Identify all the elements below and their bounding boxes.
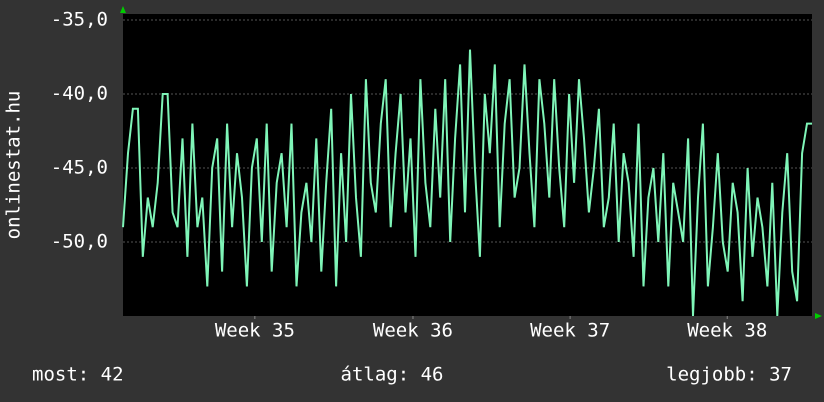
current-value: most: 42 [32, 364, 124, 386]
x-tick-label: Week 35 [215, 320, 295, 342]
y-tick-label: -50,0 [51, 231, 108, 253]
x-tick-label: Week 38 [687, 320, 767, 342]
y-tick-label: -40,0 [51, 83, 108, 105]
axis-arrow [120, 6, 126, 13]
data-line [122, 49, 812, 317]
best-value: legjobb: 37 [666, 364, 792, 386]
average-value: átlag: 46 [341, 364, 444, 386]
y-axis-label: onlinestat.hu [3, 91, 25, 240]
x-tick-label: Week 36 [373, 320, 453, 342]
x-tick-label: Week 37 [530, 320, 610, 342]
y-tick-label: -35,0 [51, 9, 108, 31]
y-tick-label: -45,0 [51, 157, 108, 179]
axis-arrow [815, 313, 822, 319]
